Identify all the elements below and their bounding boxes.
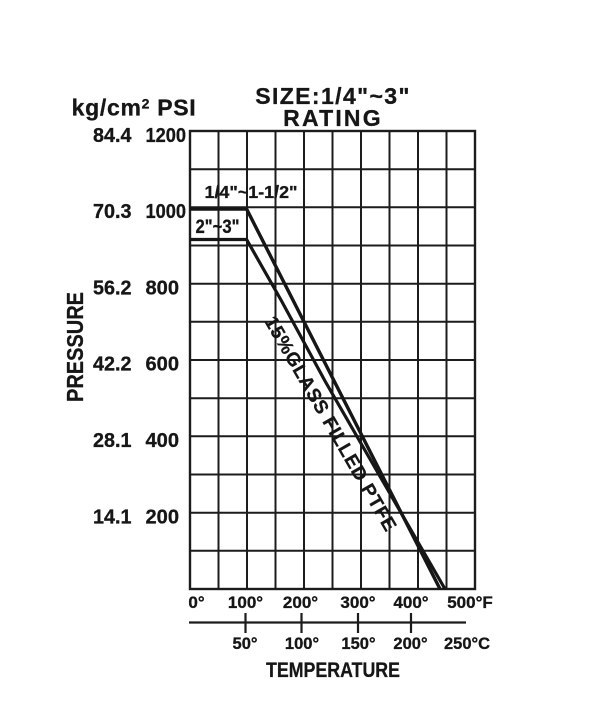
svg-text:42.2: 42.2 bbox=[93, 354, 132, 376]
svg-text:500°F: 500°F bbox=[447, 593, 493, 612]
svg-text:600: 600 bbox=[146, 354, 180, 376]
svg-text:28.1: 28.1 bbox=[93, 430, 132, 452]
svg-text:400°: 400° bbox=[393, 593, 428, 612]
svg-text:300°: 300° bbox=[340, 593, 375, 612]
svg-text:50°: 50° bbox=[233, 635, 258, 653]
svg-text:PRESSURE: PRESSURE bbox=[62, 292, 88, 402]
svg-text:SIZE:1/4"~3": SIZE:1/4"~3" bbox=[255, 83, 411, 109]
svg-text:400: 400 bbox=[146, 430, 180, 452]
svg-text:14.1: 14.1 bbox=[93, 506, 132, 528]
svg-text:TEMPERATURE: TEMPERATURE bbox=[266, 659, 400, 682]
svg-text:kg/cm2 PSI: kg/cm2 PSI bbox=[72, 95, 197, 121]
svg-text:15%GLASS FILLED PTFE: 15%GLASS FILLED PTFE bbox=[260, 313, 401, 536]
svg-text:100°: 100° bbox=[228, 593, 263, 612]
svg-text:100°: 100° bbox=[285, 635, 319, 653]
svg-text:84.4: 84.4 bbox=[93, 125, 132, 147]
svg-text:1/4"~1-1/2": 1/4"~1-1/2" bbox=[205, 182, 298, 202]
svg-text:150°: 150° bbox=[341, 635, 375, 653]
svg-text:200°: 200° bbox=[283, 593, 318, 612]
svg-text:56.2: 56.2 bbox=[93, 277, 132, 299]
svg-text:1200: 1200 bbox=[146, 125, 187, 147]
svg-text:800: 800 bbox=[146, 277, 180, 299]
svg-text:RATING: RATING bbox=[283, 105, 383, 131]
svg-text:0°: 0° bbox=[188, 593, 204, 612]
svg-text:1000: 1000 bbox=[146, 201, 187, 223]
svg-text:200°: 200° bbox=[393, 635, 427, 653]
svg-text:70.3: 70.3 bbox=[93, 201, 132, 223]
svg-text:2"~3": 2"~3" bbox=[196, 217, 240, 238]
svg-text:200: 200 bbox=[146, 506, 180, 528]
svg-text:250°C: 250°C bbox=[444, 635, 490, 653]
